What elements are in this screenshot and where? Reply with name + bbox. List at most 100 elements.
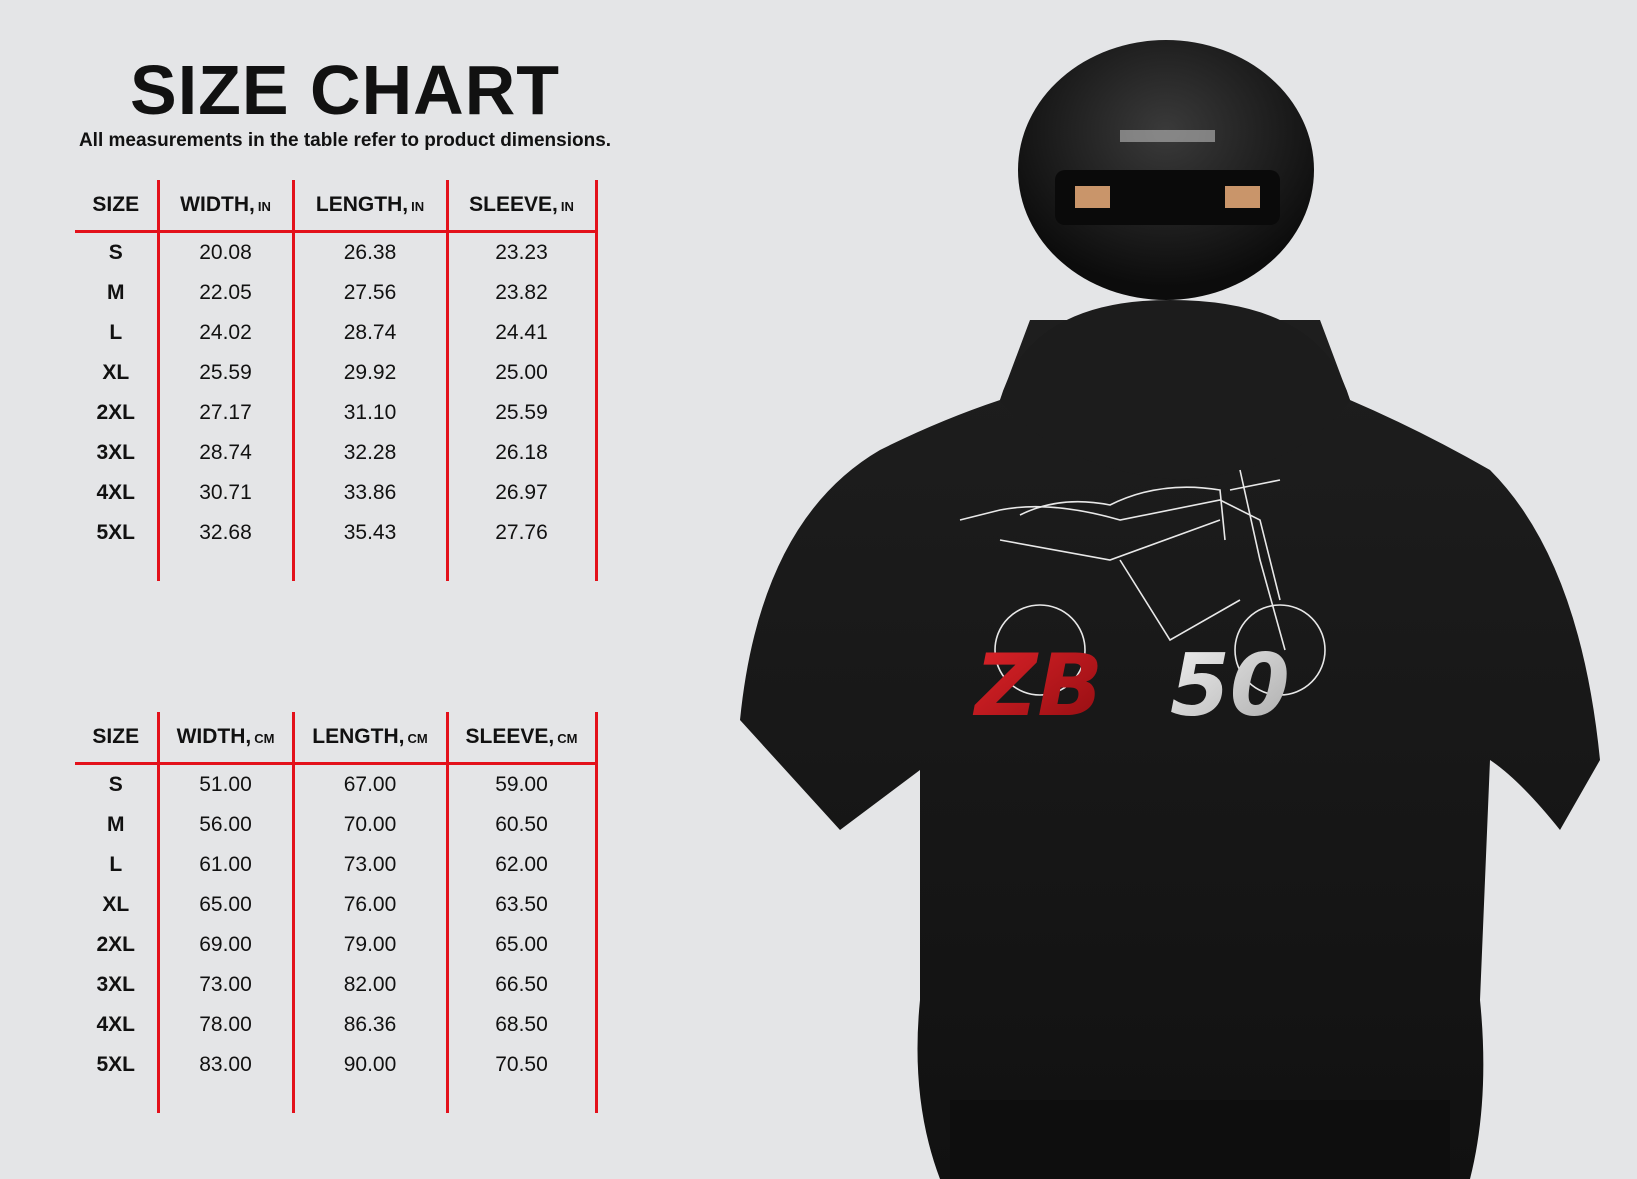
column-header-label: WIDTH, (180, 193, 255, 216)
spacer-cell (293, 1085, 449, 1113)
table-header-row: SIZE WIDTH, IN LENGTH, IN SLEEVE, IN (75, 180, 598, 233)
measurement-cell: 26.18 (447, 433, 598, 473)
measurement-cell: 27.76 (447, 513, 598, 553)
measurement-cell: 62.00 (447, 845, 598, 885)
table-row: S 51.00 67.00 59.00 (75, 763, 598, 805)
spacer-cell (158, 553, 295, 581)
column-header-unit: CM (407, 731, 428, 746)
measurement-cell: 28.74 (293, 313, 449, 353)
hood (1000, 300, 1350, 480)
column-header-label: SLEEVE, (469, 193, 558, 216)
table-row: M 56.00 70.00 60.50 (75, 805, 598, 845)
measurement-cell: 65.00 (158, 885, 295, 925)
page-title: SIZE CHART (130, 51, 560, 129)
trousers (950, 1100, 1450, 1179)
measurement-cell: 25.00 (447, 353, 598, 393)
motorcycle-outline-graphic (959, 469, 1326, 696)
spacer-cell (75, 1085, 160, 1113)
size-label: M (75, 273, 160, 313)
measurement-cell: 25.59 (447, 393, 598, 433)
size-label: 4XL (75, 473, 160, 513)
page-subtitle: All measurements in the table refer to p… (78, 130, 612, 151)
measurement-cell: 29.92 (293, 353, 449, 393)
size-label: 2XL (75, 393, 160, 433)
measurement-cell: 33.86 (293, 473, 449, 513)
table-row: 5XL 32.68 35.43 27.76 (75, 513, 598, 553)
measurement-cell: 28.74 (158, 433, 295, 473)
column-header: SIZE (75, 712, 160, 765)
size-label: M (75, 805, 160, 845)
spacer-cell (447, 553, 598, 581)
measurement-cell: 63.50 (447, 885, 598, 925)
size-label: L (75, 845, 160, 885)
measurement-cell: 32.68 (158, 513, 295, 553)
measurement-cell: 73.00 (293, 845, 449, 885)
product-photo-hoodie: ZB 50 (740, 40, 1600, 1179)
table-row: M 22.05 27.56 23.82 (75, 273, 598, 313)
size-label: L (75, 313, 160, 353)
spacer-cell (293, 553, 449, 581)
measurement-cell: 67.00 (293, 763, 449, 805)
measurement-cell: 60.50 (447, 805, 598, 845)
column-header: SLEEVE, CM (447, 712, 598, 765)
size-label: 2XL (75, 925, 160, 965)
measurement-cell: 82.00 (293, 965, 449, 1005)
table-row: 2XL 27.17 31.10 25.59 (75, 393, 598, 433)
table-row: L 61.00 73.00 62.00 (75, 845, 598, 885)
zb50-logo: ZB 50 (972, 636, 1290, 736)
column-header: WIDTH, IN (158, 180, 295, 233)
size-label: 3XL (75, 965, 160, 1005)
measurement-cell: 70.00 (293, 805, 449, 845)
measurement-cell: 31.10 (293, 393, 449, 433)
column-header-label: SIZE (92, 725, 140, 748)
measurement-cell: 24.02 (158, 313, 295, 353)
measurement-cell: 79.00 (293, 925, 449, 965)
size-table-centimeters: SIZE WIDTH, CM LENGTH, CM SLEEVE, CM S 51.00 67.… (75, 712, 598, 1113)
measurement-cell: 66.50 (447, 965, 598, 1005)
measurement-cell: 73.00 (158, 965, 295, 1005)
table-row: 5XL 83.00 90.00 70.50 (75, 1045, 598, 1085)
size-label: 3XL (75, 433, 160, 473)
table-spacer-row (75, 553, 598, 581)
table-header-row: SIZE WIDTH, CM LENGTH, CM SLEEVE, CM (75, 712, 598, 765)
table-row: 3XL 73.00 82.00 66.50 (75, 965, 598, 1005)
spacer-cell (447, 1085, 598, 1113)
measurement-cell: 26.97 (447, 473, 598, 513)
hoodie-body (740, 320, 1600, 1179)
table-row: S 20.08 26.38 23.23 (75, 231, 598, 273)
column-header-unit: CM (557, 731, 578, 746)
logo-text-50: 50 (1170, 636, 1290, 736)
measurement-cell: 22.05 (158, 273, 295, 313)
table-row: XL 25.59 29.92 25.00 (75, 353, 598, 393)
measurement-cell: 24.41 (447, 313, 598, 353)
measurement-cell: 69.00 (158, 925, 295, 965)
column-header-label: LENGTH, (312, 725, 405, 748)
column-header-label: SLEEVE, (465, 725, 555, 748)
column-header: SIZE (75, 180, 160, 233)
column-header-unit: IN (411, 199, 425, 214)
size-label: S (75, 231, 160, 273)
table-row: 4XL 30.71 33.86 26.97 (75, 473, 598, 513)
column-header-label: SIZE (92, 193, 140, 216)
measurement-cell: 61.00 (158, 845, 295, 885)
measurement-cell: 25.59 (158, 353, 295, 393)
table-spacer-row (75, 1085, 598, 1113)
size-label: 5XL (75, 513, 160, 553)
measurement-cell: 27.17 (158, 393, 295, 433)
column-header-label: LENGTH, (315, 193, 409, 216)
measurement-cell: 20.08 (158, 231, 295, 273)
measurement-cell: 30.71 (158, 473, 295, 513)
size-label: 4XL (75, 1005, 160, 1045)
measurement-cell: 70.50 (447, 1045, 598, 1085)
size-label: XL (75, 885, 160, 925)
table-row: 4XL 78.00 86.36 68.50 (75, 1005, 598, 1045)
size-label: S (75, 763, 160, 805)
spacer-cell (158, 1085, 295, 1113)
measurement-cell: 35.43 (293, 513, 449, 553)
column-header-unit: IN (257, 199, 271, 214)
logo-text-zb: ZB (972, 636, 1103, 736)
size-table-inches: SIZE WIDTH, IN LENGTH, IN SLEEVE, IN S 20.08 26.… (75, 180, 598, 581)
measurement-cell: 23.23 (447, 231, 598, 273)
measurement-cell: 27.56 (293, 273, 449, 313)
measurement-cell: 65.00 (447, 925, 598, 965)
